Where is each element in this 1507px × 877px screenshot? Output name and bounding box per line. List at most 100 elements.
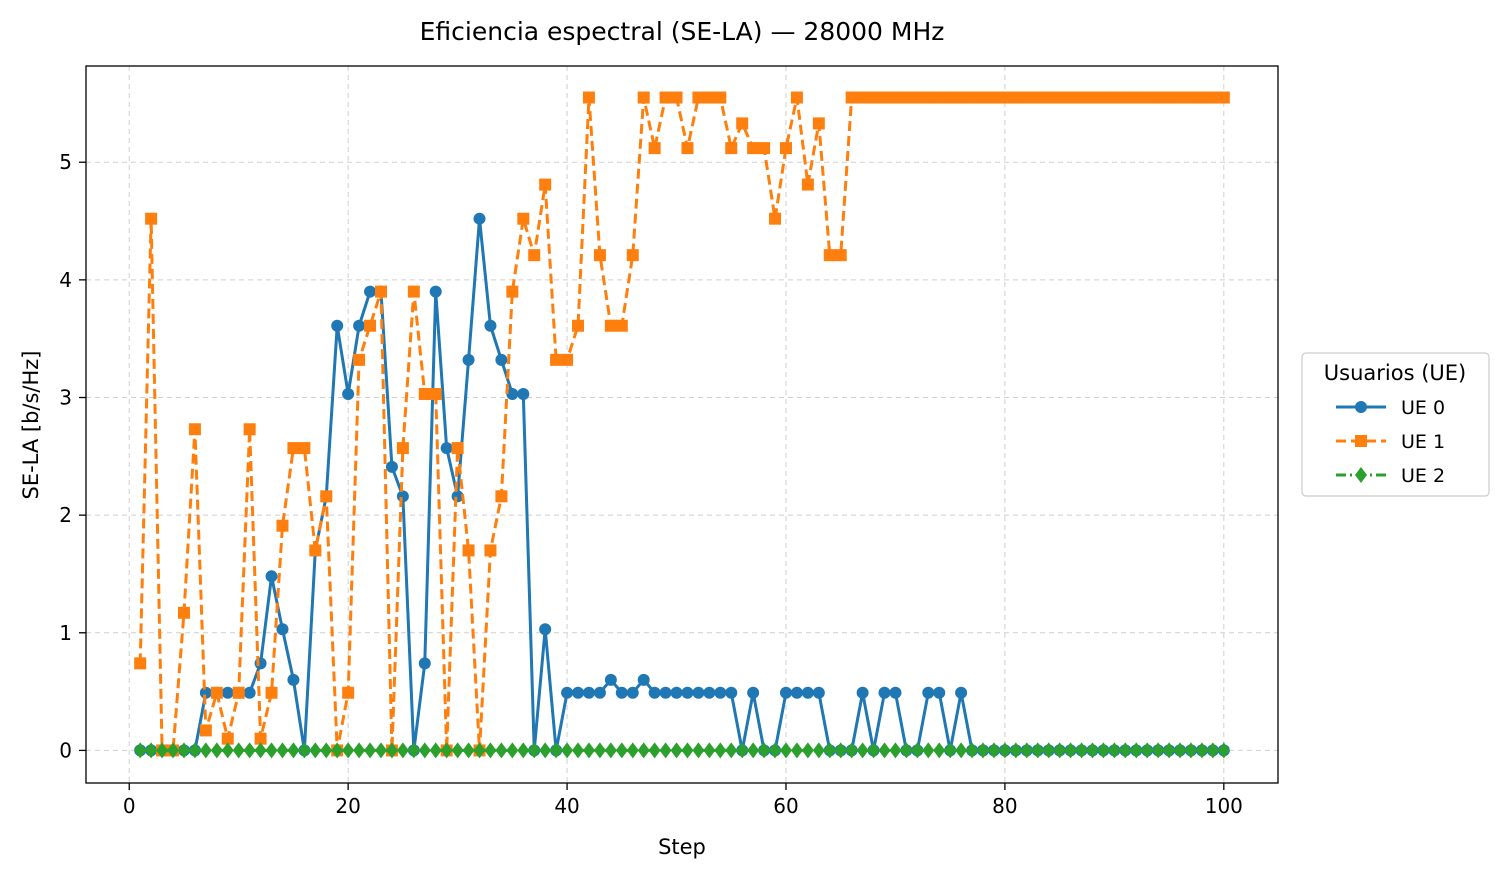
data-point — [648, 142, 661, 155]
data-point — [998, 91, 1011, 104]
data-point — [495, 490, 508, 503]
series-layer — [134, 91, 1230, 759]
data-point — [364, 742, 377, 759]
data-point — [298, 742, 311, 759]
data-point — [199, 686, 212, 699]
data-point — [977, 91, 990, 104]
data-point — [440, 442, 453, 455]
data-point — [615, 686, 628, 699]
data-point — [637, 91, 650, 104]
data-point — [692, 742, 705, 759]
data-point — [429, 742, 442, 759]
data-point — [615, 742, 628, 759]
data-point — [287, 742, 300, 759]
data-point — [725, 686, 738, 699]
data-point — [473, 742, 486, 759]
data-point — [462, 544, 475, 557]
data-point — [889, 686, 902, 699]
data-point — [998, 742, 1011, 759]
data-point — [462, 353, 475, 366]
data-point — [1108, 91, 1121, 104]
data-point — [1064, 91, 1077, 104]
data-point — [1174, 742, 1187, 759]
x-tick-label: 100 — [1205, 794, 1243, 818]
data-point — [484, 742, 497, 759]
data-point — [955, 686, 968, 699]
data-point — [484, 319, 497, 332]
data-point — [779, 686, 792, 699]
y-tick-label: 1 — [59, 621, 72, 645]
data-point — [1141, 91, 1154, 104]
data-point — [1064, 742, 1077, 759]
data-point — [1152, 91, 1165, 104]
data-point — [342, 387, 355, 400]
data-point — [966, 91, 979, 104]
data-point — [418, 742, 431, 759]
data-point — [517, 742, 530, 759]
data-point — [199, 724, 212, 737]
data-point — [911, 742, 924, 759]
data-point — [1174, 91, 1187, 104]
data-point — [232, 742, 245, 759]
data-point — [331, 319, 344, 332]
data-point — [276, 519, 289, 532]
y-axis-label: SE-LA [b/s/Hz] — [19, 350, 43, 499]
data-point — [944, 91, 957, 104]
data-point — [582, 742, 595, 759]
data-point — [506, 387, 519, 400]
data-point — [944, 742, 957, 759]
data-point — [221, 742, 234, 759]
data-point — [177, 742, 190, 759]
data-point — [1152, 742, 1165, 759]
x-tick-label: 20 — [335, 794, 360, 818]
data-point — [298, 442, 311, 455]
data-point — [572, 742, 585, 759]
data-point — [812, 686, 825, 699]
data-point — [790, 686, 803, 699]
data-point — [374, 285, 387, 298]
data-point — [1217, 742, 1230, 759]
data-point — [1031, 91, 1044, 104]
legend-marker — [1355, 401, 1367, 413]
data-point — [626, 249, 639, 262]
data-point — [561, 686, 574, 699]
data-point — [287, 673, 300, 686]
data-point — [353, 319, 366, 332]
data-point — [582, 686, 595, 699]
data-point — [188, 742, 201, 759]
data-point — [900, 91, 913, 104]
data-point — [615, 319, 628, 332]
data-point — [977, 742, 990, 759]
data-point — [834, 249, 847, 262]
data-point — [1195, 742, 1208, 759]
data-point — [265, 570, 278, 583]
data-point — [177, 606, 190, 619]
y-tick-label: 3 — [59, 386, 72, 410]
legend-label: UE 1 — [1401, 431, 1445, 453]
data-point — [374, 742, 387, 759]
data-point — [1042, 91, 1055, 104]
data-point — [484, 544, 497, 557]
data-point — [1184, 742, 1197, 759]
data-point — [812, 742, 825, 759]
data-point — [440, 742, 453, 759]
data-point — [681, 686, 694, 699]
data-point — [1141, 742, 1154, 759]
data-point — [1163, 742, 1176, 759]
data-point — [353, 742, 366, 759]
data-point — [1086, 91, 1099, 104]
data-point — [243, 742, 256, 759]
data-point — [396, 742, 409, 759]
data-point — [1119, 91, 1132, 104]
data-point — [1163, 91, 1176, 104]
data-point — [462, 742, 475, 759]
data-point — [845, 91, 858, 104]
data-point — [506, 742, 519, 759]
data-point — [561, 742, 574, 759]
data-point — [703, 91, 716, 104]
data-point — [221, 732, 234, 745]
data-point — [637, 673, 650, 686]
data-point — [550, 742, 563, 759]
data-point — [287, 442, 300, 455]
data-point — [714, 686, 727, 699]
